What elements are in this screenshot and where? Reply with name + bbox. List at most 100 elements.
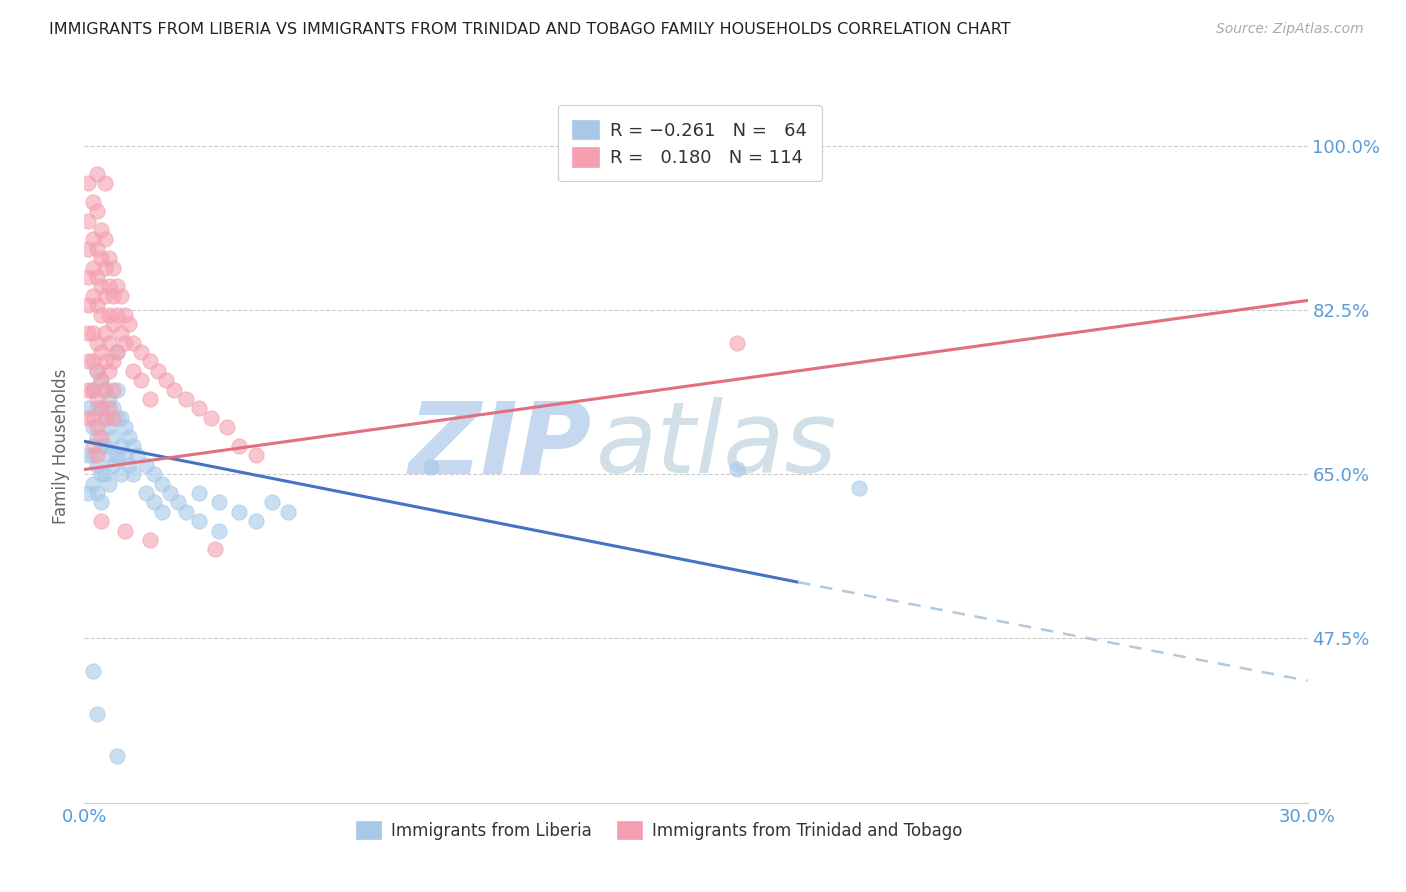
Point (208, 495, 231, 509)
Point (105, 748, 128, 763)
Point (82, 439, 104, 453)
Point (82, 260, 104, 275)
Point (174, 392, 197, 406)
Point (110, 289, 132, 303)
Point (167, 495, 190, 509)
Point (101, 458, 124, 472)
Point (77, 270, 100, 285)
Point (86, 429, 108, 443)
Point (725, 335, 748, 350)
Point (135, 486, 157, 500)
Point (150, 476, 173, 491)
Point (86, 204, 108, 219)
Point (86, 458, 108, 472)
Point (86, 364, 108, 378)
Point (82, 476, 104, 491)
Point (77, 449, 100, 463)
Text: IMMIGRANTS FROM LIBERIA VS IMMIGRANTS FROM TRINIDAD AND TOBAGO FAMILY HOUSEHOLDS: IMMIGRANTS FROM LIBERIA VS IMMIGRANTS FR… (49, 22, 1011, 37)
Legend: Immigrants from Liberia, Immigrants from Trinidad and Tobago: Immigrants from Liberia, Immigrants from… (347, 814, 970, 848)
Point (163, 383, 186, 397)
Point (77, 298, 100, 312)
Point (77, 242, 100, 256)
Point (97, 392, 120, 406)
Point (118, 317, 141, 331)
Point (142, 467, 165, 482)
Point (101, 354, 124, 368)
Point (260, 495, 283, 509)
Point (97, 420, 120, 434)
Point (77, 410, 100, 425)
Point (174, 505, 197, 519)
Text: atlas: atlas (596, 398, 838, 494)
Point (90, 514, 112, 528)
Point (82, 449, 104, 463)
Point (93, 232, 115, 246)
Point (105, 279, 128, 293)
Point (122, 364, 145, 378)
Point (86, 364, 108, 378)
Point (97, 308, 120, 322)
Point (82, 354, 104, 368)
Point (101, 401, 124, 416)
Point (93, 467, 115, 482)
Point (101, 260, 124, 275)
Point (82, 194, 104, 209)
Point (77, 486, 100, 500)
Point (86, 335, 108, 350)
Point (86, 167, 108, 181)
Point (82, 410, 104, 425)
Point (135, 458, 157, 472)
Point (155, 373, 177, 387)
Point (138, 392, 160, 406)
Point (150, 505, 173, 519)
Point (105, 345, 128, 359)
Point (138, 533, 160, 547)
Point (77, 354, 100, 368)
Point (90, 429, 112, 443)
Point (208, 524, 231, 538)
Point (277, 505, 299, 519)
Point (110, 467, 132, 482)
Point (105, 308, 128, 322)
Point (187, 486, 209, 500)
Point (86, 298, 108, 312)
Point (90, 373, 112, 387)
Point (90, 467, 112, 482)
Point (82, 383, 104, 397)
Point (93, 410, 115, 425)
Point (93, 260, 115, 275)
Point (97, 251, 120, 265)
Point (138, 354, 160, 368)
Point (114, 420, 136, 434)
Point (105, 383, 128, 397)
Point (114, 335, 136, 350)
Point (114, 308, 136, 322)
Point (245, 449, 267, 463)
Point (101, 410, 124, 425)
Point (93, 383, 115, 397)
Point (122, 335, 145, 350)
Point (420, 459, 443, 474)
Point (122, 439, 145, 453)
Point (97, 335, 120, 350)
Point (82, 289, 104, 303)
Point (110, 410, 132, 425)
Point (122, 467, 145, 482)
Point (90, 308, 112, 322)
Point (93, 289, 115, 303)
Point (77, 401, 100, 416)
Point (90, 279, 112, 293)
Point (93, 439, 115, 453)
Text: Source: ZipAtlas.com: Source: ZipAtlas.com (1216, 22, 1364, 37)
Point (110, 326, 132, 341)
Point (187, 514, 209, 528)
Point (118, 429, 141, 443)
Point (97, 401, 120, 416)
Point (77, 383, 100, 397)
Point (159, 486, 181, 500)
Point (86, 270, 108, 285)
Point (97, 449, 120, 463)
Point (105, 345, 128, 359)
Point (90, 495, 112, 509)
Y-axis label: Family Households: Family Households (52, 368, 70, 524)
